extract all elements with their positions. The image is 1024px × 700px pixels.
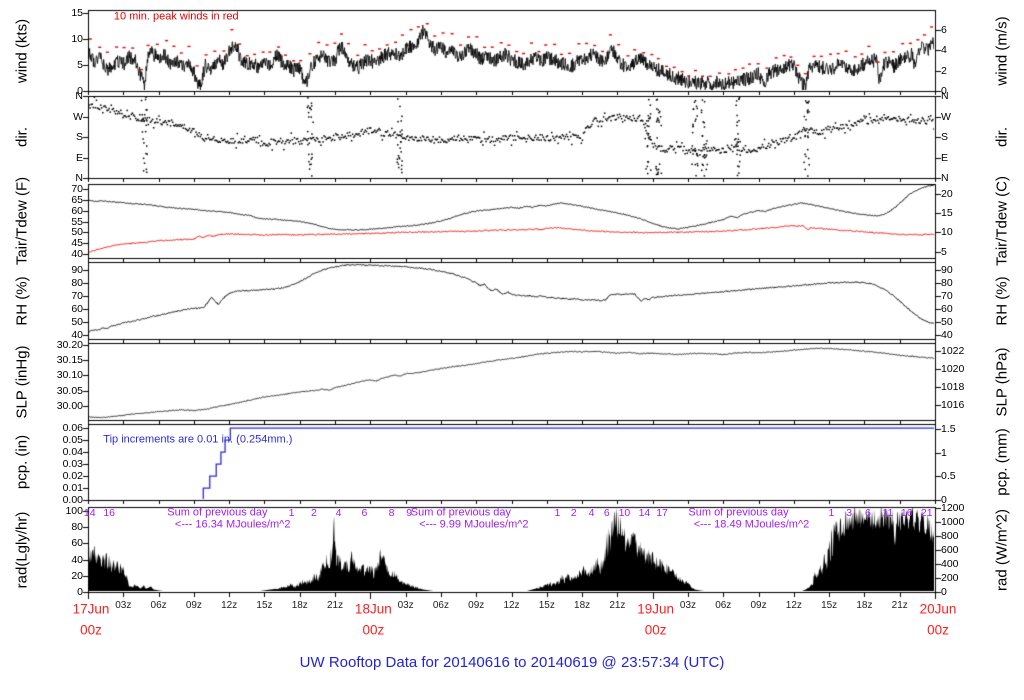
chart-title: UW Rooftop Data for 20140616 to 20140619… — [299, 654, 725, 671]
